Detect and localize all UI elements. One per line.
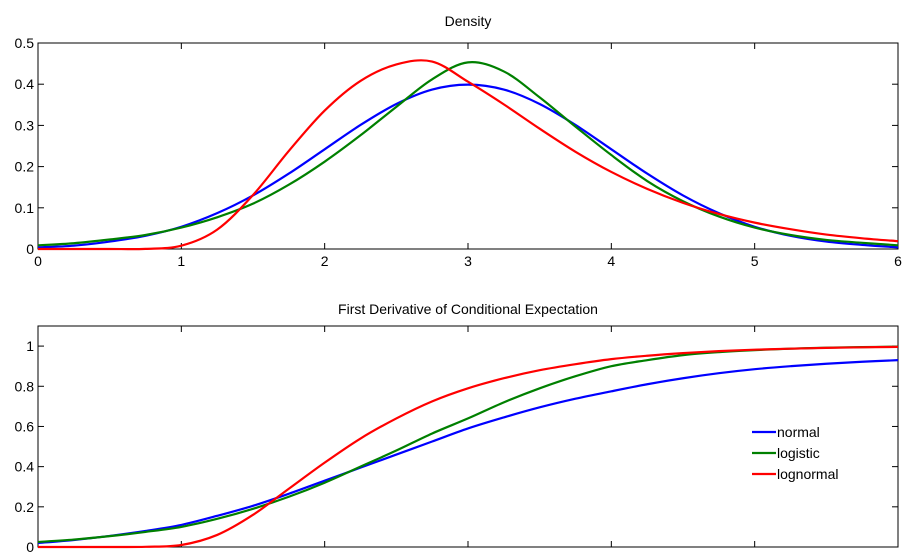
y-tick-label: 0.4 [15, 459, 35, 475]
x-tick-label: 6 [894, 253, 902, 269]
density-panel: Density 0 1 2 3 4 5 6 0 0.1 0.2 0.3 0.4 0.5 [15, 13, 903, 269]
legend-label-normal: normal [777, 424, 820, 440]
x-tick-label: 3 [464, 551, 472, 553]
plot-frame [37, 42, 899, 250]
y-tick-label: 0.4 [15, 76, 35, 92]
y-tick-label: 0.3 [15, 117, 35, 133]
y-tick-label: 0.8 [15, 378, 35, 394]
derivative-chart-title: First Derivative of Conditional Expectat… [338, 301, 598, 317]
y-tick-label: 0.1 [15, 200, 35, 216]
x-tick-label: 0 [34, 551, 42, 553]
x-tick-label: 5 [751, 253, 759, 269]
derivative-panel: First Derivative of Conditional Expectat… [15, 301, 903, 553]
series-line-normal [37, 359, 899, 545]
y-tick-label: 0.2 [15, 159, 35, 175]
x-tick-label: 0 [34, 253, 42, 269]
series-line-lognormal [38, 59, 899, 251]
x-tick-label: 1 [177, 253, 185, 269]
y-tick-label: 0.6 [15, 418, 35, 434]
y-tick-label: 0 [26, 539, 34, 553]
series-line-logistic [37, 61, 899, 247]
y-tick-label: 0.2 [15, 499, 35, 515]
y-tick-label: 0.5 [15, 35, 35, 51]
x-tick-label: 3 [464, 253, 472, 269]
x-tick-label: 4 [607, 551, 615, 553]
x-tick-label: 2 [321, 551, 329, 553]
plot-frame [37, 325, 899, 548]
x-tick-label: 4 [607, 253, 615, 269]
x-tick-label: 6 [894, 551, 902, 553]
x-tick-label: 2 [321, 253, 329, 269]
x-tick-label: 5 [751, 551, 759, 553]
density-chart-title: Density [445, 13, 492, 29]
series-line-lognormal [38, 345, 899, 549]
y-tick-label: 0 [26, 241, 34, 257]
x-tick-label: 1 [177, 551, 185, 553]
series-line-normal [37, 83, 899, 249]
legend-label-logistic: logistic [777, 445, 820, 461]
y-tick-label: 1 [26, 338, 34, 354]
legend-label-lognormal: lognormal [777, 466, 838, 482]
series-line-logistic [37, 345, 899, 544]
